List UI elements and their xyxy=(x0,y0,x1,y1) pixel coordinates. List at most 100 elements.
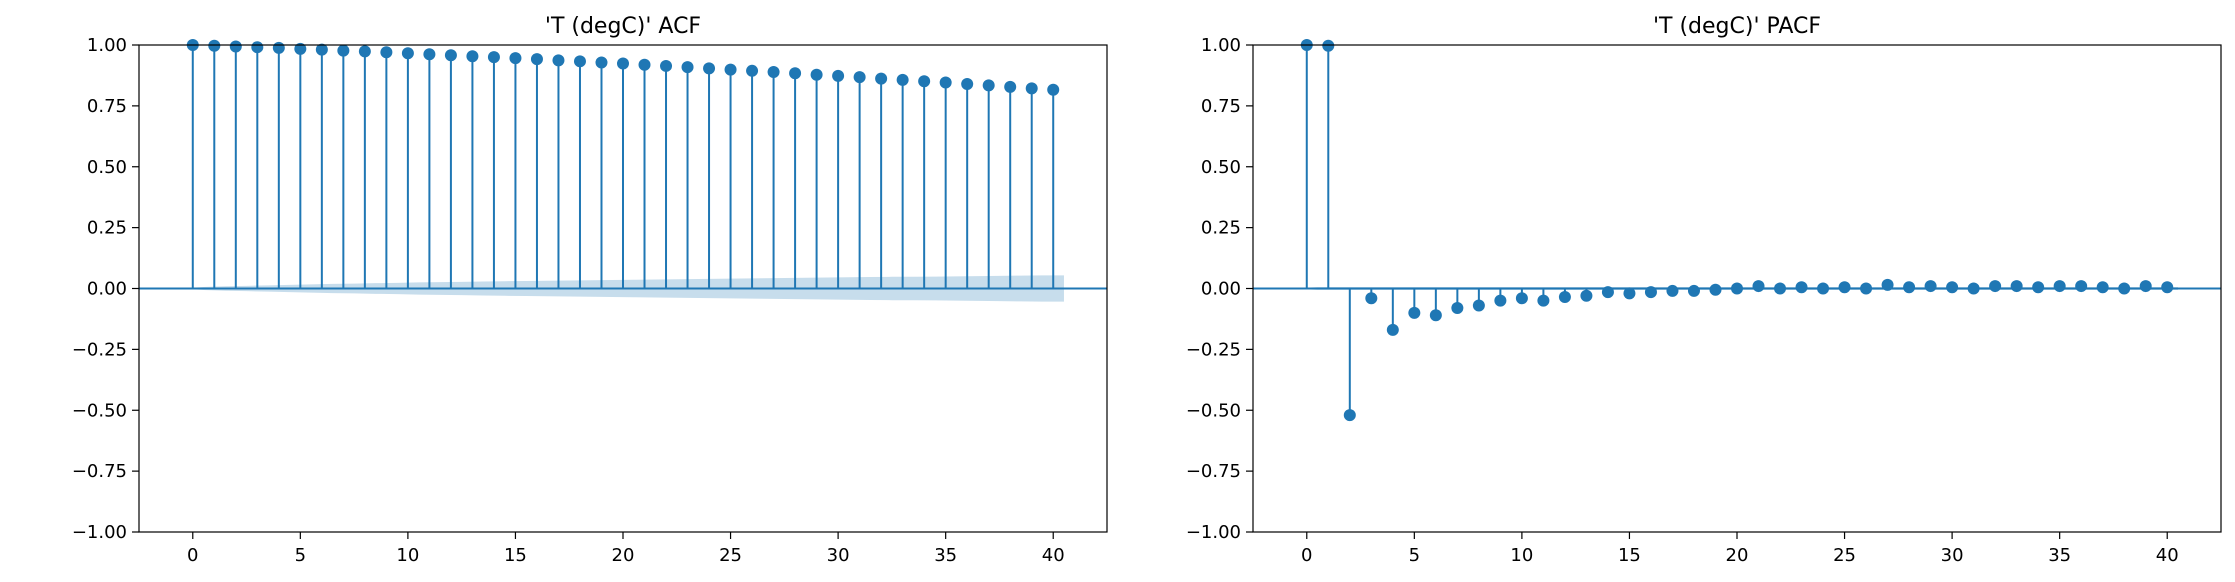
acf-x-tick-label: 35 xyxy=(934,545,957,566)
pacf-y-tick-label: 0.25 xyxy=(1201,218,1241,239)
acf-chart-title: 'T (degC)' ACF xyxy=(545,14,701,39)
pacf-x-tick-label: 40 xyxy=(2156,545,2179,566)
pacf-y-tick-label: −0.75 xyxy=(1186,461,1241,482)
acf-point-lag-2 xyxy=(229,40,242,53)
pacf-point-lag-27 xyxy=(1881,278,1894,291)
acf-x-tick-label: 25 xyxy=(719,545,742,566)
pacf-x-tick-label: 5 xyxy=(1409,545,1420,566)
acf-point-lag-40 xyxy=(1047,83,1060,96)
pacf-point-lag-17 xyxy=(1666,284,1679,297)
acf-x-tick-label: 5 xyxy=(295,545,306,566)
acf-y-tick-label: 0.25 xyxy=(87,218,127,239)
acf-point-lag-6 xyxy=(315,43,328,56)
pacf-x-tick-label: 35 xyxy=(2048,545,2071,566)
acf-point-lag-5 xyxy=(294,42,307,55)
acf-y-tick-label: 0.50 xyxy=(87,157,127,178)
pacf-y-tick-label: 1.00 xyxy=(1201,35,1241,56)
acf-point-lag-10 xyxy=(401,47,414,60)
acf-y-tick-label: −0.75 xyxy=(72,461,127,482)
pacf-point-lag-6 xyxy=(1429,309,1442,322)
acf-point-lag-17 xyxy=(552,54,565,67)
pacf-x-tick-label: 20 xyxy=(1726,545,1749,566)
acf-x-tick-label: 40 xyxy=(1042,545,1065,566)
pacf-point-lag-28 xyxy=(1903,281,1916,294)
acf-point-lag-16 xyxy=(530,53,543,66)
pacf-point-lag-33 xyxy=(2010,280,2023,293)
pacf-point-lag-21 xyxy=(1752,280,1765,293)
acf-point-lag-14 xyxy=(487,51,500,64)
pacf-point-lag-32 xyxy=(1989,280,2002,293)
pacf-point-lag-13 xyxy=(1580,289,1593,302)
acf-point-lag-23 xyxy=(681,61,694,74)
acf-y-tick-label: 1.00 xyxy=(87,35,127,56)
pacf-point-lag-24 xyxy=(1817,282,1830,295)
acf-y-tick-label: −0.50 xyxy=(72,400,127,421)
pacf-point-lag-23 xyxy=(1795,281,1808,294)
pacf-x-tick-label: 30 xyxy=(1941,545,1964,566)
acf-point-lag-1 xyxy=(208,39,221,52)
pacf-panel: 0 5 10 15 20 25 30 35 40 −1.00 −0.75 −0.50 −0.25 0.00… xyxy=(1186,14,2222,566)
acf-y-tick-label: −1.00 xyxy=(72,522,127,543)
pacf-point-lag-39 xyxy=(2139,280,2152,293)
pacf-point-lag-8 xyxy=(1472,299,1485,312)
pacf-point-lag-4 xyxy=(1386,323,1399,336)
acf-point-lag-26 xyxy=(746,64,759,77)
pacf-y-tick-label: 0.00 xyxy=(1201,279,1241,300)
pacf-x-tick-label: 15 xyxy=(1618,545,1641,566)
acf-point-lag-37 xyxy=(982,79,995,92)
pacf-point-lag-14 xyxy=(1601,286,1614,299)
acf-point-lag-8 xyxy=(358,45,371,58)
pacf-point-lag-3 xyxy=(1365,292,1378,305)
pacf-point-lag-5 xyxy=(1408,306,1421,319)
acf-y-tick-label: 0.75 xyxy=(87,96,127,117)
acf-point-lag-24 xyxy=(703,62,716,75)
acf-y-tick-label: 0.00 xyxy=(87,279,127,300)
pacf-point-lag-22 xyxy=(1774,282,1787,295)
acf-point-lag-13 xyxy=(466,50,479,63)
pacf-point-lag-34 xyxy=(2032,281,2045,294)
pacf-point-lag-25 xyxy=(1838,281,1851,294)
pacf-point-lag-19 xyxy=(1709,283,1722,296)
acf-point-lag-31 xyxy=(853,71,866,84)
pacf-point-lag-9 xyxy=(1494,294,1507,307)
acf-point-lag-15 xyxy=(509,52,522,65)
acf-point-lag-39 xyxy=(1025,82,1038,95)
acf-point-lag-27 xyxy=(767,66,780,79)
acf-x-tick-label: 20 xyxy=(612,545,635,566)
pacf-point-lag-29 xyxy=(1924,280,1937,293)
pacf-y-tick-label: −0.50 xyxy=(1186,400,1241,421)
acf-point-lag-3 xyxy=(251,41,264,54)
pacf-point-lag-2 xyxy=(1343,409,1356,422)
pacf-chart-title: 'T (degC)' PACF xyxy=(1653,14,1821,39)
acf-point-lag-32 xyxy=(875,72,888,85)
pacf-x-tick-label: 10 xyxy=(1510,545,1533,566)
acf-point-lag-29 xyxy=(810,68,823,81)
acf-point-lag-11 xyxy=(423,48,436,61)
acf-point-lag-38 xyxy=(1004,80,1017,93)
pacf-point-lag-1 xyxy=(1322,39,1335,52)
acf-x-tick-label: 0 xyxy=(187,545,198,566)
pacf-x-tick-label: 0 xyxy=(1301,545,1312,566)
acf-point-lag-28 xyxy=(789,67,802,80)
acf-point-lag-35 xyxy=(939,76,952,89)
pacf-point-lag-40 xyxy=(2161,281,2174,294)
acf-point-lag-22 xyxy=(660,59,673,72)
pacf-point-lag-31 xyxy=(1967,282,1980,295)
acf-point-lag-21 xyxy=(638,58,651,71)
pacf-point-lag-26 xyxy=(1860,282,1873,295)
pacf-point-lag-12 xyxy=(1558,291,1571,304)
acf-point-lag-20 xyxy=(617,57,629,70)
pacf-point-lag-38 xyxy=(2118,282,2131,295)
pacf-point-lag-10 xyxy=(1515,292,1528,305)
pacf-y-tick-label: −0.25 xyxy=(1186,339,1241,360)
acf-point-lag-36 xyxy=(961,77,974,90)
pacf-y-tick-label: 0.75 xyxy=(1201,96,1241,117)
acf-point-lag-25 xyxy=(724,63,737,76)
pacf-point-lag-15 xyxy=(1623,287,1636,300)
acf-x-tick-label: 30 xyxy=(827,545,850,566)
pacf-point-lag-18 xyxy=(1687,284,1700,297)
acf-point-lag-12 xyxy=(444,49,457,62)
pacf-point-lag-7 xyxy=(1451,301,1464,314)
acf-point-lag-19 xyxy=(595,56,608,69)
